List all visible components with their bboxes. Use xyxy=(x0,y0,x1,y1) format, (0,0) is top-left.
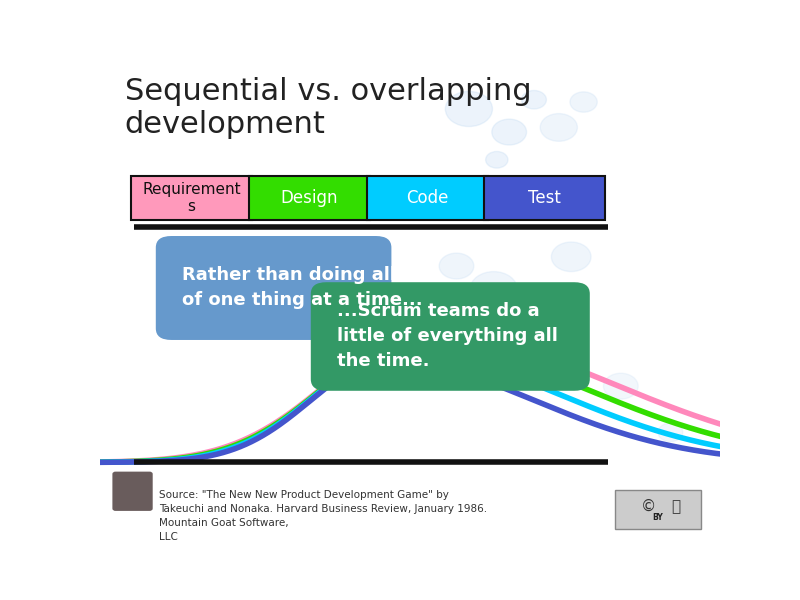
Circle shape xyxy=(603,373,638,399)
Text: Sequential vs. overlapping
development: Sequential vs. overlapping development xyxy=(125,77,531,139)
FancyBboxPatch shape xyxy=(112,472,153,511)
Text: Requirement
s: Requirement s xyxy=(142,182,241,214)
Text: ⓘ: ⓘ xyxy=(671,499,680,514)
Text: Code: Code xyxy=(406,189,448,207)
Text: BY: BY xyxy=(653,513,663,522)
Circle shape xyxy=(470,272,518,307)
Circle shape xyxy=(446,91,493,127)
Text: Design: Design xyxy=(281,189,338,207)
FancyBboxPatch shape xyxy=(614,490,702,529)
Circle shape xyxy=(486,151,508,168)
FancyBboxPatch shape xyxy=(366,176,487,220)
Text: Mountain Goat Software,: Mountain Goat Software, xyxy=(159,518,289,528)
Circle shape xyxy=(570,92,598,112)
Circle shape xyxy=(522,91,546,109)
Circle shape xyxy=(658,423,683,442)
Circle shape xyxy=(533,302,560,322)
Text: ...Scrum teams do a
little of everything all
the time.: ...Scrum teams do a little of everything… xyxy=(338,302,558,370)
FancyBboxPatch shape xyxy=(485,176,606,220)
Text: Takeuchi and Nonaka. Harvard Business Review, January 1986.: Takeuchi and Nonaka. Harvard Business Re… xyxy=(159,504,487,514)
FancyBboxPatch shape xyxy=(310,282,590,391)
Text: LLC: LLC xyxy=(159,532,178,542)
Circle shape xyxy=(540,113,578,141)
Text: ©: © xyxy=(641,499,656,514)
Text: Rather than doing all
of one thing at a time...: Rather than doing all of one thing at a … xyxy=(182,266,423,310)
FancyBboxPatch shape xyxy=(156,236,391,340)
FancyBboxPatch shape xyxy=(249,176,370,220)
Text: Test: Test xyxy=(529,189,562,207)
Circle shape xyxy=(551,242,591,272)
Circle shape xyxy=(492,119,526,145)
Circle shape xyxy=(439,253,474,279)
Text: Source: "The New New Product Development Game" by: Source: "The New New Product Development… xyxy=(159,490,449,500)
FancyBboxPatch shape xyxy=(131,176,252,220)
